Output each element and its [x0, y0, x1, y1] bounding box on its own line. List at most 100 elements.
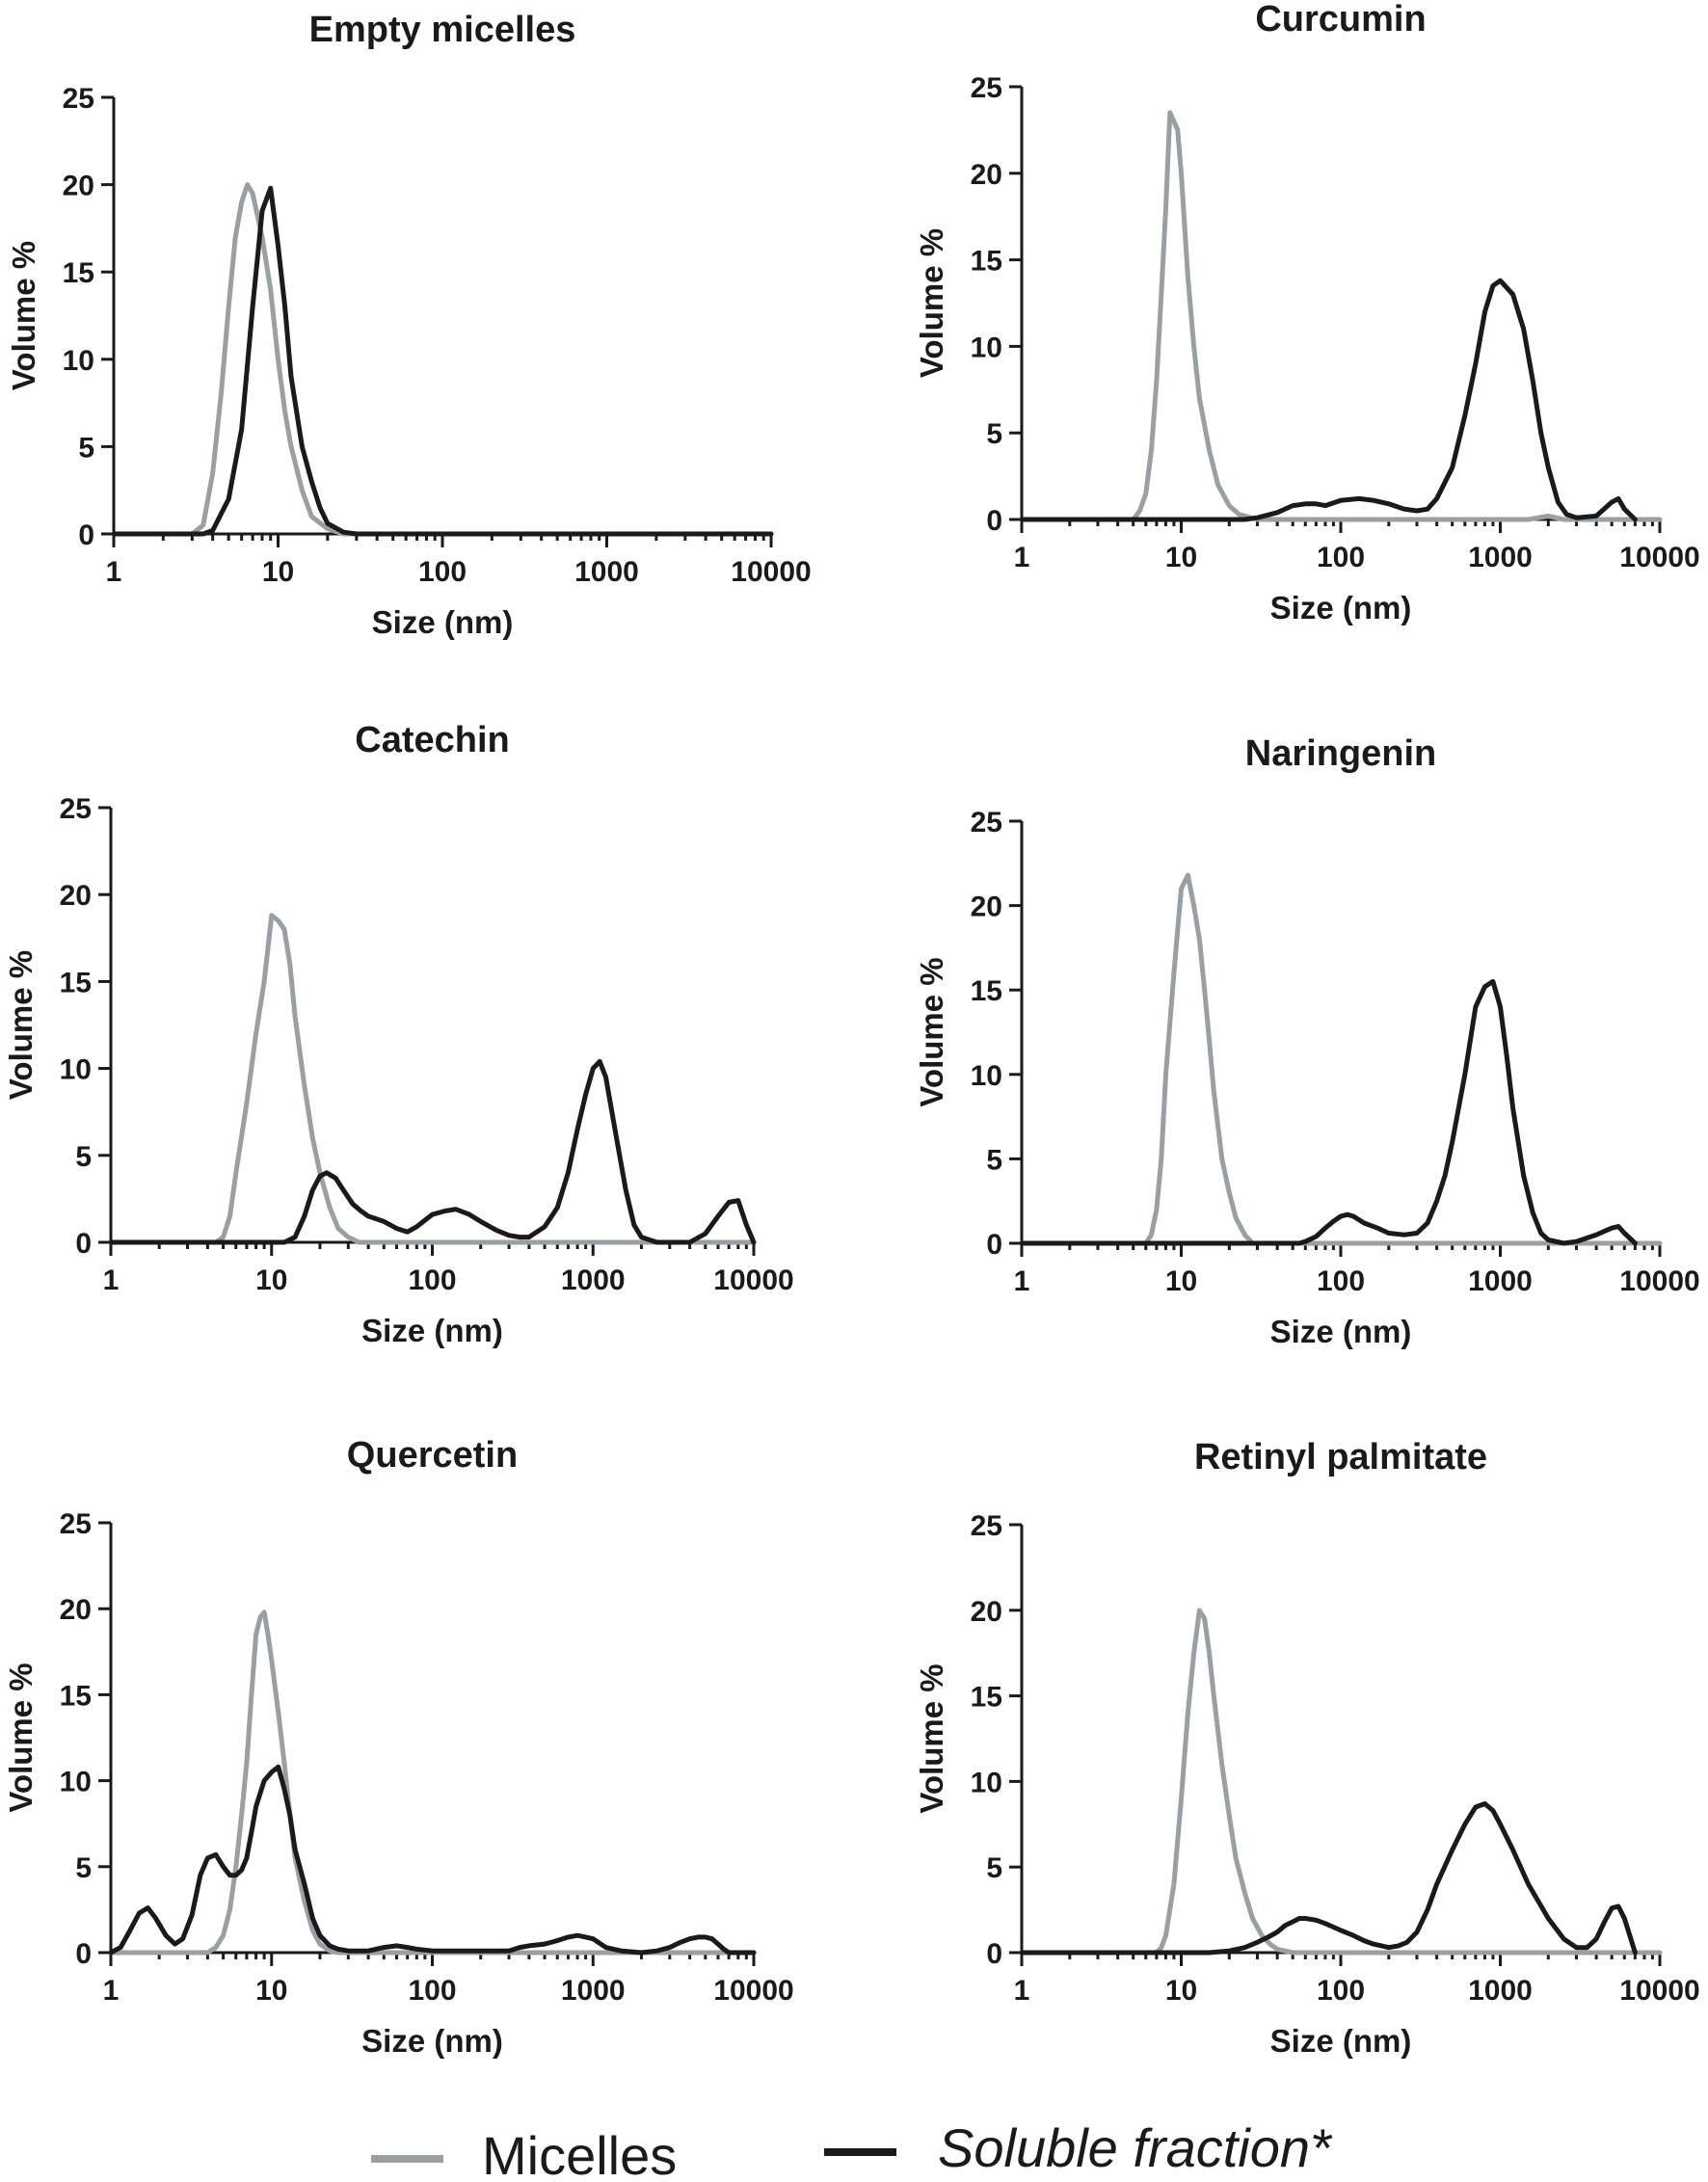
y-tick-label: 0: [75, 1228, 92, 1260]
y-tick-label: 0: [78, 519, 94, 551]
chart-panel-1: Curcumin 0 5 10 15 20 25 1 10 100 1000 10000 Size (n…: [914, 0, 1700, 625]
x-tick-label: 1: [103, 1264, 120, 1296]
y-axis-label: Volume %: [3, 950, 39, 1100]
chart-panel-4: Quercetin 0 5 10 15 20 25 1 10 100 1000 10000 Size (…: [3, 1435, 794, 2059]
y-tick-label: 15: [63, 257, 94, 289]
x-tick-label: 1000: [561, 1975, 626, 2007]
series-line-soluble-fraction: [1019, 278, 1638, 522]
y-tick-label: 20: [971, 1596, 1002, 1628]
series-line-micelles: [108, 913, 757, 1245]
y-tick-label: 25: [60, 1508, 92, 1540]
chart-title: Catechin: [355, 720, 509, 760]
legend-label-micelles: Micelles: [482, 2125, 677, 2182]
x-tick-label: 100: [1317, 1975, 1365, 2007]
y-axis-label: Volume %: [914, 1663, 949, 1813]
x-tick-label: 10: [1165, 542, 1197, 573]
series-line-micelles: [1019, 1608, 1663, 1956]
x-axis-label: Size (nm): [1270, 590, 1412, 625]
y-tick-label: 25: [63, 83, 94, 115]
chart-title: Naringenin: [1245, 733, 1436, 774]
x-tick-label: 1000: [574, 556, 639, 588]
series-line-micelles: [1019, 872, 1663, 1246]
y-tick-label: 5: [986, 1852, 1002, 1884]
y-tick-label: 15: [971, 975, 1002, 1007]
x-tick-label: 100: [1317, 542, 1365, 573]
y-tick-label: 25: [60, 793, 92, 825]
legend-label-soluble-fraction: Soluble fraction*: [938, 2117, 1333, 2178]
y-tick-label: 20: [60, 1594, 92, 1626]
chart-title: Empty micelles: [309, 10, 576, 50]
y-tick-label: 25: [971, 1510, 1002, 1542]
x-tick-label: 100: [418, 556, 467, 588]
x-tick-label: 10: [1165, 1265, 1197, 1297]
y-axis-label: Volume %: [914, 228, 949, 378]
y-tick-label: 20: [63, 171, 94, 202]
series-line-soluble-fraction: [111, 185, 774, 537]
y-tick-label: 5: [986, 418, 1002, 450]
y-tick-label: 15: [60, 967, 92, 998]
x-tick-label: 10: [262, 556, 294, 588]
y-tick-label: 0: [75, 1938, 92, 1970]
x-tick-label: 10000: [1619, 542, 1699, 573]
y-tick-label: 10: [971, 332, 1002, 363]
y-tick-label: 25: [971, 72, 1002, 104]
series-line-soluble-fraction: [108, 1058, 757, 1245]
y-tick-label: 20: [60, 880, 92, 912]
y-axis-label: Volume %: [914, 957, 949, 1106]
legend: Micelles Soluble fraction*: [371, 2117, 1333, 2182]
x-tick-label: 100: [408, 1264, 456, 1296]
x-tick-label: 10: [1165, 1975, 1197, 2007]
y-tick-label: 10: [60, 1054, 92, 1086]
x-tick-label: 1: [106, 556, 122, 588]
y-tick-label: 5: [75, 1852, 92, 1884]
x-tick-label: 1: [1014, 1975, 1030, 2007]
chart-panel-5: Retinyl palmitate 0 5 10 15 20 25 1 10 100 1000 100…: [914, 1437, 1700, 2059]
x-tick-label: 100: [1317, 1265, 1365, 1297]
x-axis-label: Size (nm): [1270, 1314, 1412, 1349]
y-tick-label: 10: [60, 1767, 92, 1798]
y-tick-label: 20: [971, 159, 1002, 191]
x-axis-label: Size (nm): [361, 1313, 503, 1348]
x-tick-label: 10000: [1619, 1975, 1699, 2007]
x-tick-label: 1: [103, 1975, 120, 2007]
chart-title: Quercetin: [347, 1435, 518, 1476]
x-tick-label: 1000: [1468, 1265, 1533, 1297]
series-line-soluble-fraction: [1019, 1801, 1638, 1956]
series-line-soluble-fraction: [1019, 978, 1638, 1246]
y-tick-label: 10: [63, 345, 94, 377]
y-tick-label: 0: [986, 1938, 1002, 1970]
y-tick-label: 15: [60, 1680, 92, 1712]
x-tick-label: 10: [255, 1975, 287, 2007]
series-line-soluble-fraction: [108, 1764, 757, 1956]
y-tick-label: 15: [971, 1682, 1002, 1714]
x-tick-label: 10000: [713, 1975, 793, 2007]
x-tick-label: 10000: [713, 1264, 793, 1296]
x-axis-label: Size (nm): [1270, 2023, 1412, 2059]
x-tick-label: 1: [1014, 542, 1030, 573]
x-tick-label: 10000: [731, 556, 811, 588]
y-tick-label: 10: [971, 1767, 1002, 1798]
y-tick-label: 5: [75, 1141, 92, 1173]
y-tick-label: 5: [986, 1144, 1002, 1176]
x-tick-label: 10: [255, 1264, 287, 1296]
chart-panel-2: Catechin 0 5 10 15 20 25 1 10 100 1000 10000 Size (n…: [3, 720, 794, 1348]
x-tick-label: 1000: [1468, 542, 1533, 573]
y-tick-label: 15: [971, 246, 1002, 278]
x-tick-label: 1: [1014, 1265, 1030, 1297]
chart-title: Curcumin: [1255, 0, 1426, 40]
y-tick-label: 20: [971, 891, 1002, 923]
x-tick-label: 1000: [1468, 1975, 1533, 2007]
chart-panel-0: Empty micelles 0 5 10 15 20 25 1 10 100 1000 10000 S…: [6, 10, 812, 640]
x-tick-label: 1000: [561, 1264, 626, 1296]
y-axis-label: Volume %: [6, 241, 41, 390]
y-tick-label: 25: [971, 807, 1002, 838]
chart-title: Retinyl palmitate: [1194, 1437, 1487, 1477]
series-line-micelles: [111, 182, 774, 537]
chart-panel-3: Naringenin 0 5 10 15 20 25 1 10 100 1000 10000 Size …: [914, 733, 1700, 1349]
y-tick-label: 5: [78, 432, 94, 464]
y-tick-label: 0: [986, 505, 1002, 537]
y-tick-label: 0: [986, 1229, 1002, 1261]
series-line-micelles: [108, 1610, 757, 1956]
